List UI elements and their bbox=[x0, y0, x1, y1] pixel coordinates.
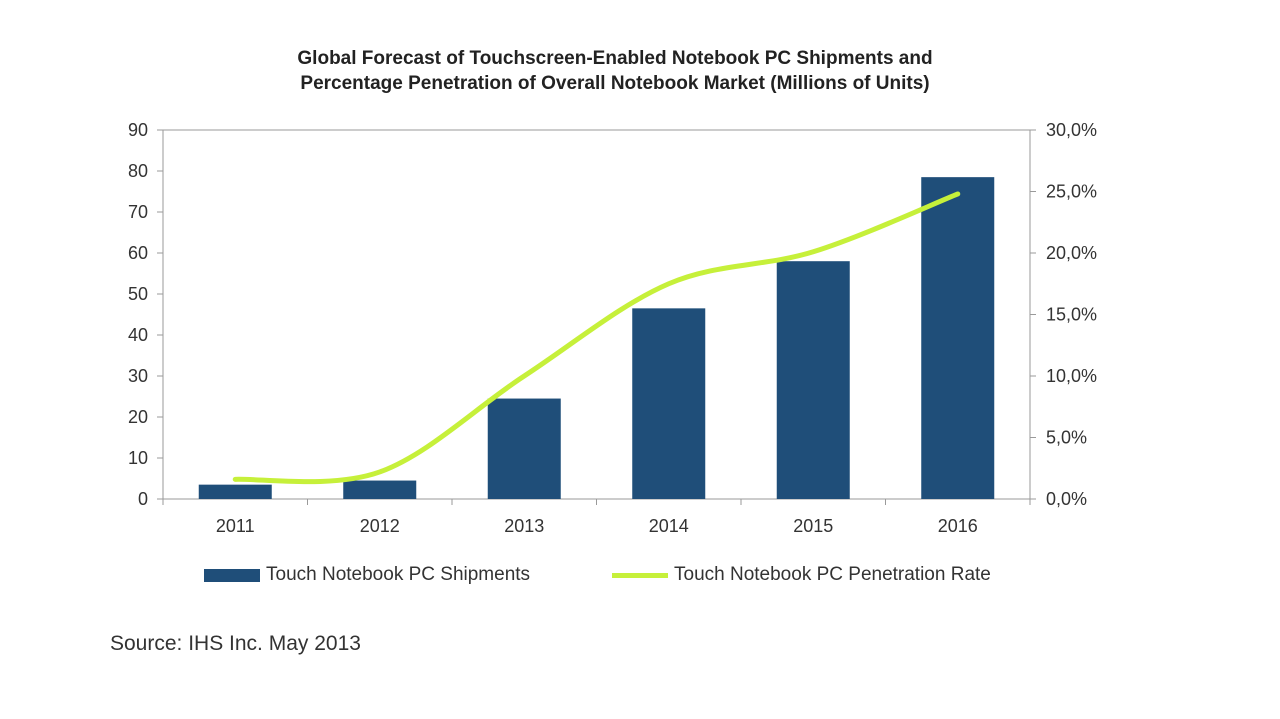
y-axis-tick-label: 30 bbox=[128, 366, 148, 386]
legend-item-penetration: Touch Notebook PC Penetration Rate bbox=[612, 562, 991, 588]
legend-label-shipments: Touch Notebook PC Shipments bbox=[266, 564, 531, 585]
source-note: Source: IHS Inc. May 2013 bbox=[110, 632, 361, 655]
bar bbox=[632, 308, 706, 499]
penetration-line bbox=[232, 191, 961, 485]
y2-axis-tick-label: 25,0% bbox=[1046, 182, 1097, 202]
legend-item-shipments: Touch Notebook PC Shipments bbox=[204, 562, 530, 588]
legend-swatch-line bbox=[612, 572, 668, 578]
legend-label-penetration: Touch Notebook PC Penetration Rate bbox=[674, 564, 991, 585]
legend-swatch-bar bbox=[204, 568, 260, 582]
bar bbox=[343, 480, 417, 499]
y2-axis-tick-label: 0,0% bbox=[1046, 489, 1087, 509]
bar bbox=[487, 398, 561, 499]
chart-title: Global Forecast of Touchscreen-Enabled N… bbox=[0, 46, 1230, 96]
y-axis-tick-label: 80 bbox=[128, 161, 148, 181]
y2-axis-tick-label: 30,0% bbox=[1046, 120, 1097, 140]
y2-axis-tick-label: 15,0% bbox=[1046, 305, 1097, 325]
y2-axis-tick-label: 10,0% bbox=[1046, 366, 1097, 386]
y-axis-tick-label: 20 bbox=[128, 407, 148, 427]
plot-area: 0 10 20 30 40 50 60 70 80 90 0,0% 5,0% 10,0% 15,0% 20,… bbox=[128, 120, 1097, 536]
x-axis-tick-label: 2013 bbox=[504, 516, 544, 536]
y-axis-tick-label: 60 bbox=[128, 243, 148, 263]
y-axis-tick-label: 40 bbox=[128, 325, 148, 345]
y-axis-tick-label: 90 bbox=[128, 120, 148, 140]
x-axis-tick-label: 2014 bbox=[649, 516, 689, 536]
x-axis-tick-label: 2016 bbox=[938, 516, 978, 536]
y-axis-tick-label: 70 bbox=[128, 202, 148, 222]
y-axis-tick-label: 0 bbox=[138, 489, 148, 509]
y-axis-tick-label: 50 bbox=[128, 284, 148, 304]
y2-axis-tick-label: 5,0% bbox=[1046, 428, 1087, 448]
chart-title-line-2: Percentage Penetration of Overall Notebo… bbox=[300, 73, 930, 94]
y2-axis-tick-label: 20,0% bbox=[1046, 243, 1097, 263]
x-axis-tick-label: 2015 bbox=[793, 516, 833, 536]
bar bbox=[776, 261, 850, 499]
y-axis-tick-label: 10 bbox=[128, 448, 148, 468]
bar bbox=[921, 177, 995, 499]
chart-title-line-1: Global Forecast of Touchscreen-Enabled N… bbox=[297, 48, 933, 69]
plot-frame bbox=[162, 129, 1031, 500]
x-axis-tick-label: 2012 bbox=[360, 516, 400, 536]
bar bbox=[198, 484, 272, 499]
x-axis-tick-label: 2011 bbox=[216, 516, 255, 536]
